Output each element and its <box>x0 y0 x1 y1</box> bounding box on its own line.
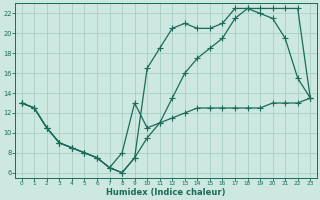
X-axis label: Humidex (Indice chaleur): Humidex (Indice chaleur) <box>106 188 226 197</box>
